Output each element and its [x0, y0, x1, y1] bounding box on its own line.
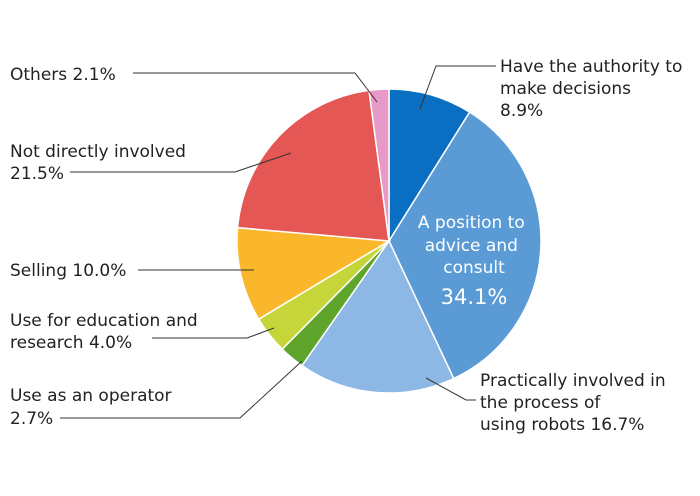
pie-slice-notinvolved: [236, 89, 390, 242]
label-selling: Selling 10.0%: [10, 261, 126, 281]
label-education: Use for education and research 4.0%: [10, 311, 203, 353]
percent-advice: 34.1%: [441, 285, 508, 309]
label-operator: Use as an operator 2.7%: [10, 386, 177, 429]
leader-line-operator: [60, 360, 303, 419]
pie-slices: [236, 88, 542, 394]
pie-slice-authority: [388, 88, 471, 244]
leader-line-not-involved: [70, 152, 292, 173]
pie-slice-advice: [388, 111, 542, 380]
label-authority: Have the authority to make decisions 8.9…: [500, 57, 688, 121]
label-not-involved: Not directly involved 21.5%: [10, 142, 191, 184]
leader-lines: [60, 65, 496, 419]
pie-slice-practical: [300, 239, 455, 394]
leader-line-authority: [419, 65, 496, 110]
label-advice: A position to advice and consult: [418, 213, 530, 278]
pie-slice-others: [368, 88, 390, 242]
leader-line-education: [152, 327, 275, 339]
leader-line-others: [133, 72, 378, 103]
pie-slice-selling: [236, 226, 392, 321]
leader-line-practical: [425, 377, 476, 401]
label-others: Others 2.1%: [10, 65, 116, 85]
label-practical: Practically involved in the process of u…: [480, 371, 671, 435]
